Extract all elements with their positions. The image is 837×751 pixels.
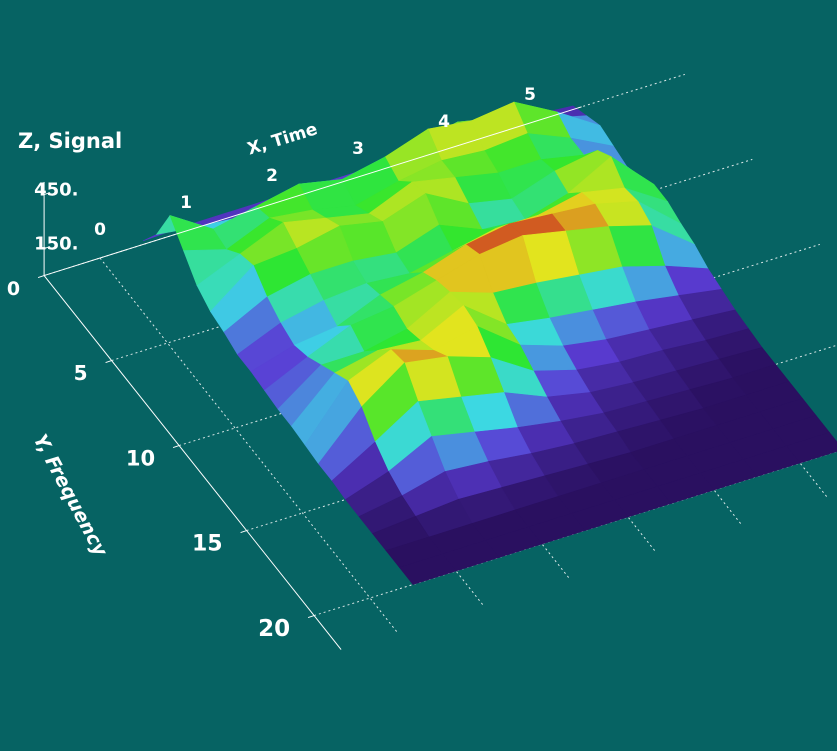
x-tick-label: 5 xyxy=(524,85,536,105)
tick-mark xyxy=(37,275,45,279)
surface-cell xyxy=(398,553,457,585)
x-tick-label: 3 xyxy=(352,139,364,159)
x-tick-label: 1 xyxy=(180,193,192,213)
tick-mark xyxy=(240,530,247,534)
tick-mark xyxy=(307,615,315,619)
z-tick-label: 150. xyxy=(34,234,78,255)
axis-line xyxy=(43,106,582,277)
y-tick-label: 5 xyxy=(74,361,88,385)
z-tick-label: 450. xyxy=(34,180,78,201)
y-tick-label: 15 xyxy=(192,532,223,557)
x-tick-label: 0 xyxy=(94,220,106,240)
y-tick-label: 20 xyxy=(258,616,290,642)
tick-mark xyxy=(105,360,112,364)
tick-mark xyxy=(43,246,51,250)
axes: 0 1 2 3 4 5 0 5 10 15 20 150. 450. xyxy=(7,85,582,650)
z-axis-label: Z, Signal xyxy=(18,129,122,153)
y-tick-label: 0 xyxy=(7,278,20,300)
x-tick-label: 2 xyxy=(266,166,278,186)
surface xyxy=(142,101,837,585)
axis-line xyxy=(43,275,342,650)
y-tick-label: 10 xyxy=(126,447,155,471)
x-tick-label: 4 xyxy=(438,112,450,132)
tick-mark xyxy=(43,192,51,196)
tick-mark xyxy=(172,445,180,449)
